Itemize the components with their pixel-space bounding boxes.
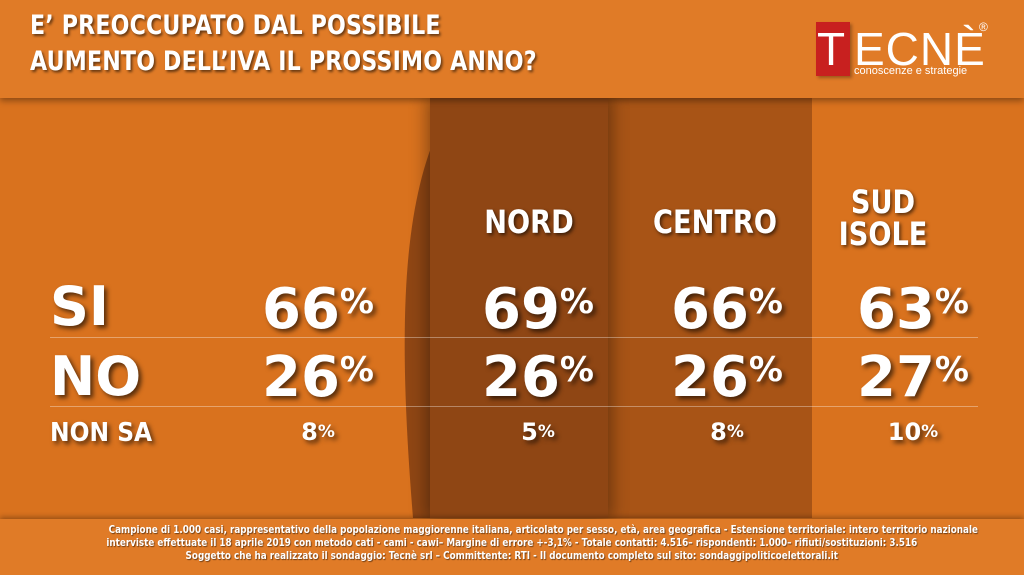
value-number: 63	[856, 277, 935, 342]
row-label-no: NO	[50, 345, 142, 408]
percent-sign: %	[339, 350, 374, 390]
footer-line-3: Soggetto che ha realizzato il sondaggio:…	[0, 550, 1024, 562]
logo-tagline: conoscenze e strategie	[854, 65, 968, 77]
column-head-sud-line2: ISOLE	[838, 215, 928, 253]
row-label-non-sa: NON SA	[50, 418, 153, 448]
centro-column-band	[600, 98, 812, 518]
percent-sign: %	[726, 422, 744, 442]
value-no-centro: 26%	[647, 350, 807, 406]
footer-line-2: interviste effettuate il 18 aprile 2019 …	[0, 537, 1024, 549]
title-line-1: E’ PREOCCUPATO DAL POSSIBILE	[30, 10, 441, 41]
value-number: 66	[261, 277, 340, 342]
column-head-sud-line1: SUD	[850, 183, 916, 221]
value-si-nord: 69%	[458, 282, 618, 338]
value-number: 69	[481, 277, 560, 342]
row-label-si: SI	[50, 275, 109, 338]
title-line-2: AUMENTO DELL’IVA IL PROSSIMO ANNO?	[30, 46, 537, 77]
percent-sign: %	[748, 350, 783, 390]
percent-sign: %	[934, 282, 969, 322]
footer-line-2-text: interviste effettuate il 18 aprile 2019 …	[106, 536, 918, 549]
footer-line-1-text: Campione di 1.000 casi, rappresentativo …	[108, 523, 978, 536]
percent-sign: %	[921, 422, 939, 442]
percent-sign: %	[934, 350, 969, 390]
logo-wordmark: ECNÈ	[854, 23, 986, 75]
value-number: 26	[481, 345, 560, 410]
value-number: 26	[261, 345, 340, 410]
column-head-centro: CENTRO	[653, 203, 777, 241]
percent-sign: %	[748, 282, 783, 322]
logo-red-box: T	[816, 22, 850, 76]
footer-line-3-text: Soggetto che ha realizzato il sondaggio:…	[185, 549, 839, 562]
value-number: 27	[856, 345, 935, 410]
value-number: 66	[670, 277, 749, 342]
percent-sign: %	[537, 422, 555, 442]
nord-column-band	[430, 98, 608, 518]
registered-icon: ®	[979, 20, 988, 34]
value-number: 5	[521, 418, 538, 446]
value-number: 8	[301, 418, 318, 446]
value-si-totale: 66%	[238, 282, 398, 338]
value-number: 26	[670, 345, 749, 410]
value-non-sa-centro: 8%	[667, 420, 787, 444]
row-divider-2	[50, 406, 978, 407]
tecne-logo: T ECNÈ ® conoscenze e strategie	[816, 20, 996, 82]
column-head-nord: NORD	[484, 203, 574, 241]
percent-sign: %	[317, 422, 335, 442]
value-number: 8	[710, 418, 727, 446]
header-bar: E’ PREOCCUPATO DAL POSSIBILE AUMENTO DEL…	[0, 0, 1024, 98]
percent-sign: %	[559, 350, 594, 390]
value-no-nord: 26%	[458, 350, 618, 406]
value-non-sa-nord: 5%	[478, 420, 598, 444]
methodology-footer: Campione di 1.000 casi, rappresentativo …	[0, 519, 1024, 575]
percent-sign: %	[339, 282, 374, 322]
value-si-sud-isole: 63%	[833, 282, 993, 338]
value-non-sa-totale: 8%	[258, 420, 378, 444]
row-divider-1	[50, 337, 978, 338]
value-non-sa-sud-isole: 10%	[853, 420, 973, 444]
logo-first-letter: T	[817, 23, 846, 75]
value-si-centro: 66%	[647, 282, 807, 338]
value-no-totale: 26%	[238, 350, 398, 406]
percent-sign: %	[559, 282, 594, 322]
value-no-sud-isole: 27%	[833, 350, 993, 406]
value-number: 10	[887, 418, 922, 446]
footer-line-1: Campione di 1.000 casi, rappresentativo …	[0, 524, 1024, 536]
